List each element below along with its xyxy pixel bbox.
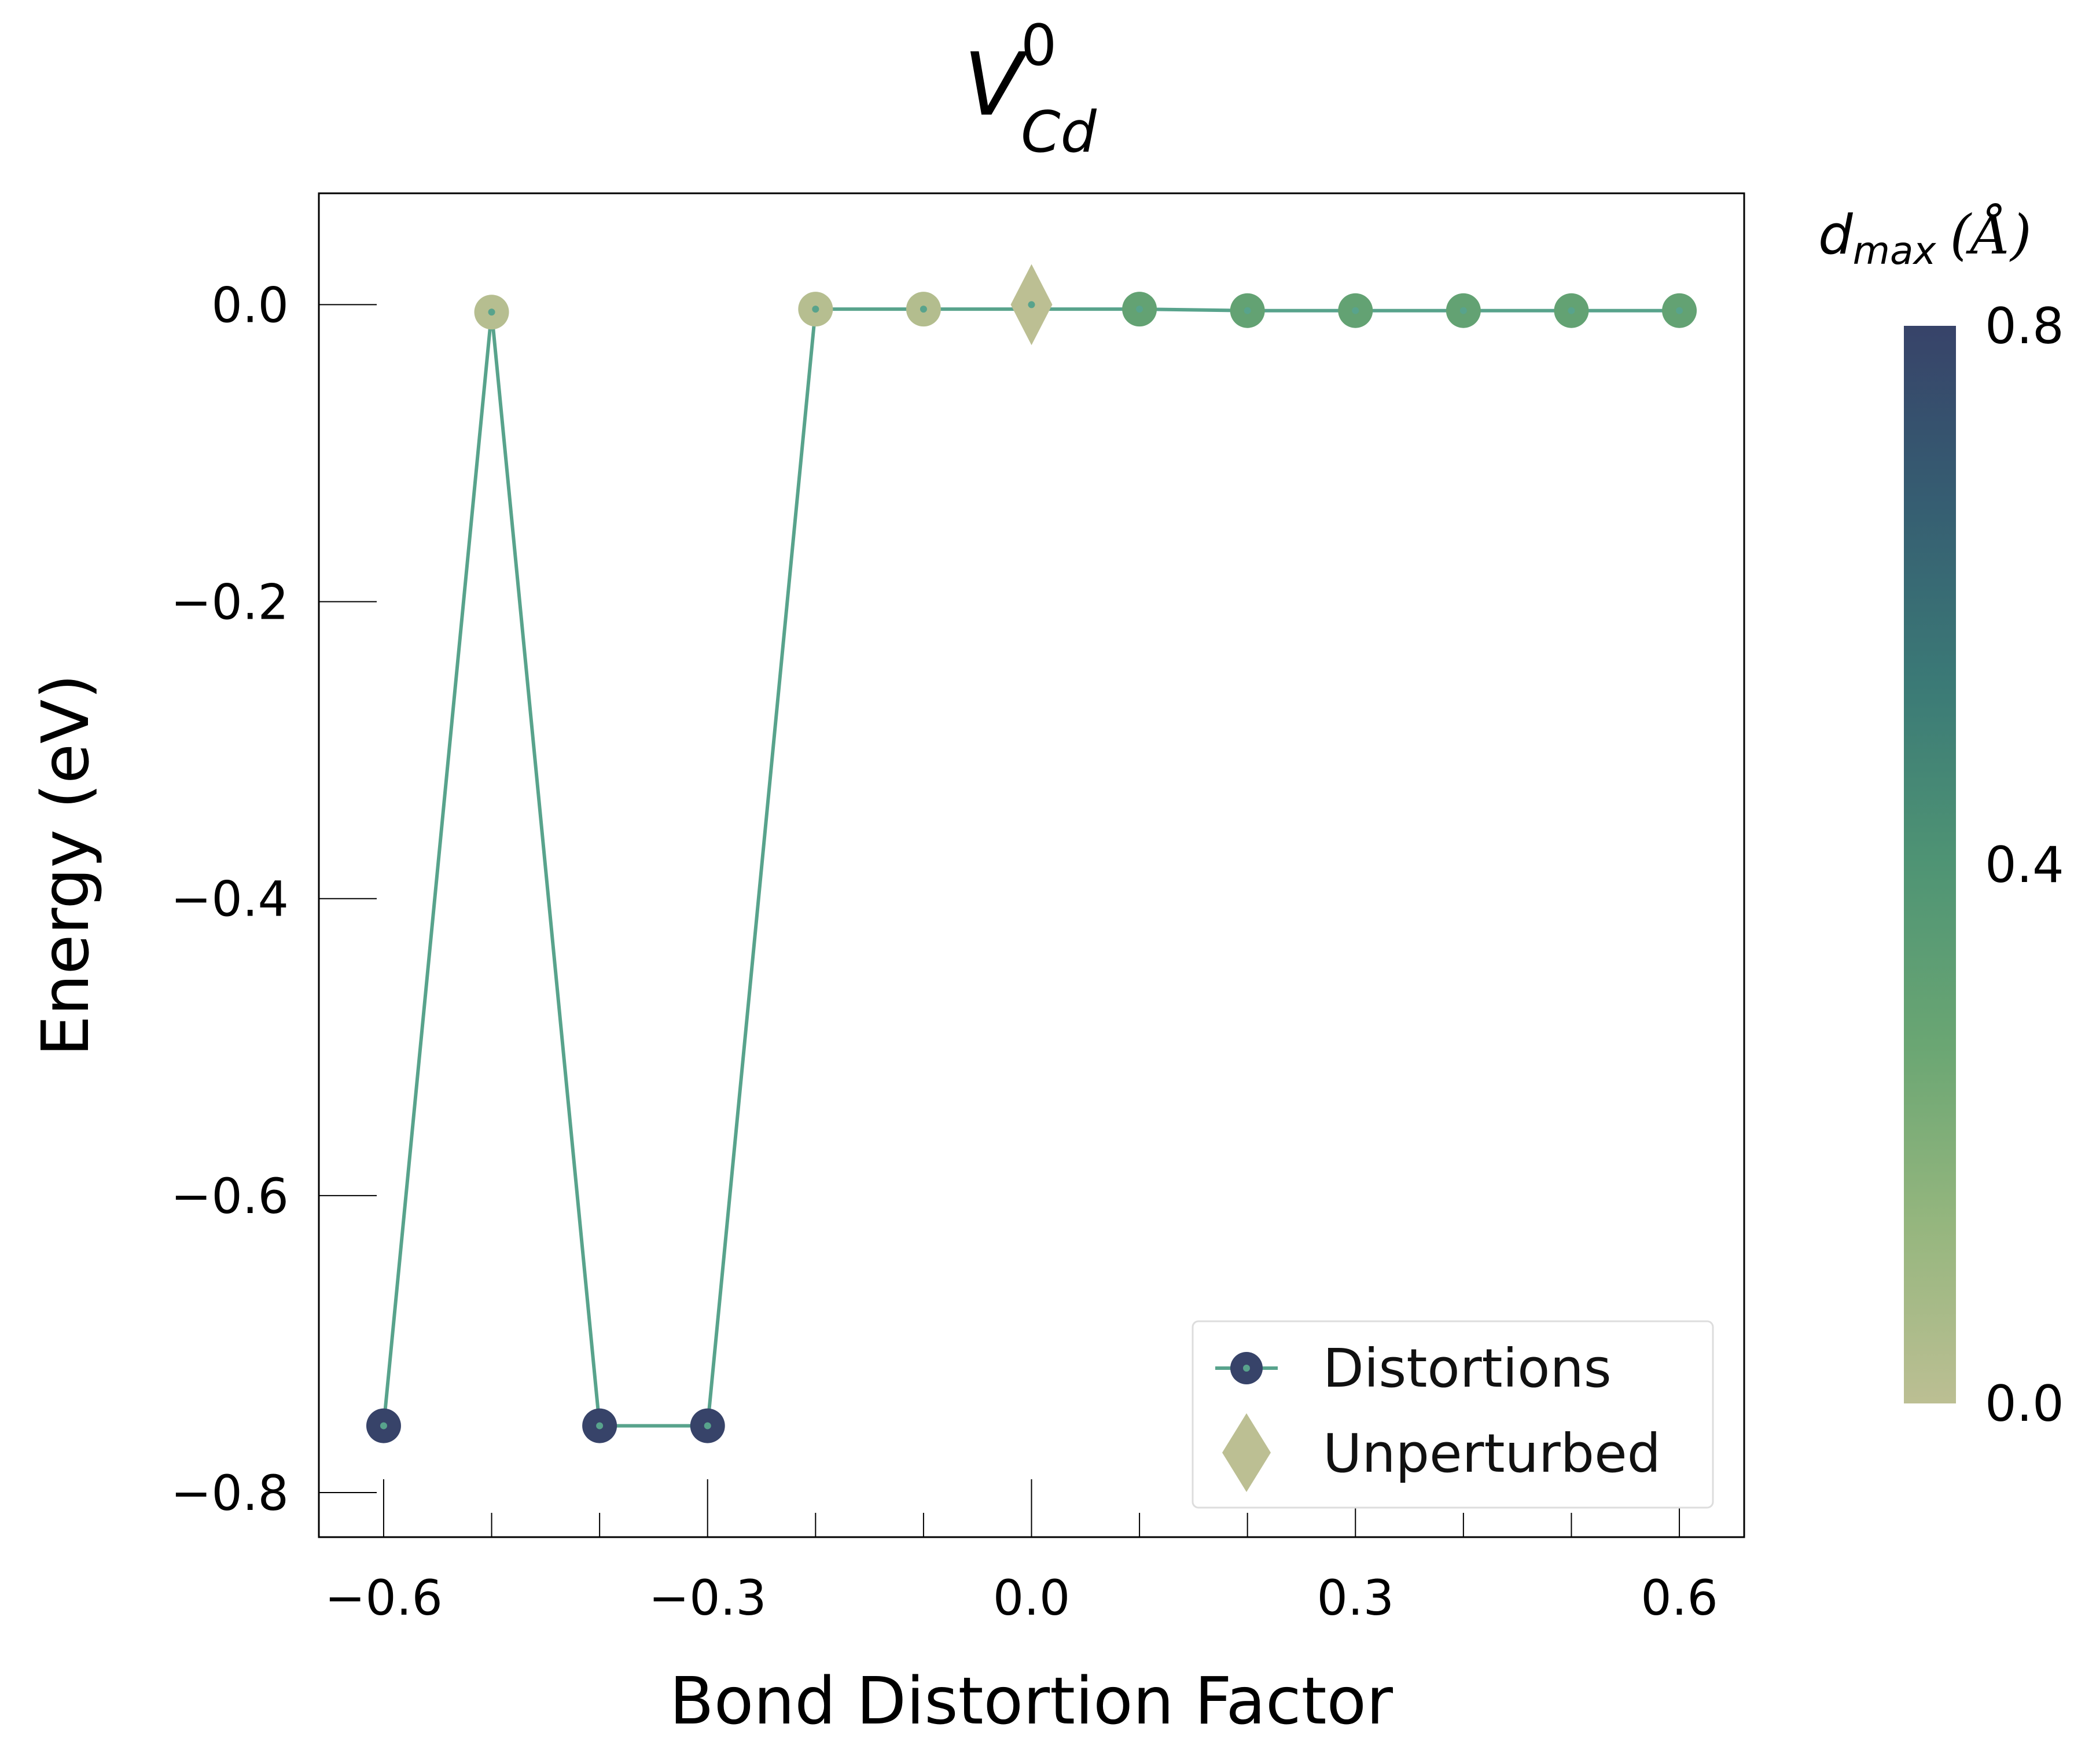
colorbar-label-unit: (Å) (1950, 203, 2031, 267)
y-tick-label: −0.6 (171, 1168, 289, 1225)
colorbar-tick-label: 0.0 (1985, 1375, 2064, 1433)
distortions-line (381, 307, 1680, 1428)
y-tick-label: −0.8 (171, 1465, 289, 1522)
legend: Distortions Unperturbed (1192, 1320, 1714, 1509)
colorbar-label-main: d (1818, 204, 1854, 267)
y-tick-label: −0.4 (171, 871, 289, 928)
y-axis: 0.0 −0.2 −0.4 −0.6 −0.8 (171, 277, 377, 1522)
distortions-points (366, 292, 1697, 1443)
colorbar: dmax (Å) 0.0 0.4 0.8 (1818, 203, 2064, 1433)
distortion-point-dot (704, 1422, 711, 1429)
legend-box (1192, 1320, 1714, 1509)
x-tick-label: 0.6 (1641, 1570, 1718, 1626)
y-axis-label: Energy (eV) (28, 674, 104, 1057)
distortion-point-dot (1459, 307, 1467, 314)
distortion-point-dot (920, 306, 927, 313)
x-tick-label: −0.3 (649, 1570, 767, 1626)
distortion-point-dot (488, 308, 495, 316)
colorbar-gradient (1904, 326, 1956, 1403)
x-axis-label: Bond Distortion Factor (670, 1664, 1393, 1739)
legend-distortions-marker-dot (1243, 1365, 1250, 1372)
unperturbed-points (1010, 264, 1053, 346)
distortion-point-dot (812, 306, 819, 313)
distortion-point-dot (380, 1422, 387, 1429)
distortion-point-dot (596, 1422, 604, 1429)
chart-title-superscript: 0 (1021, 13, 1057, 79)
colorbar-label: dmax (Å) (1818, 203, 2032, 273)
chart-title: V0 Cd (964, 13, 1097, 166)
unperturbed-point-dot (1028, 301, 1035, 308)
legend-unperturbed-marker (1222, 1413, 1271, 1492)
distortion-point-dot (1244, 307, 1251, 314)
distortion-point-dot (1676, 307, 1683, 314)
chart-title-subscript: Cd (1021, 100, 1097, 166)
colorbar-label-sub: max (1853, 229, 1937, 273)
legend-distortions-label: Distortions (1323, 1337, 1612, 1399)
legend-unperturbed-label: Unperturbed (1323, 1423, 1661, 1484)
distortion-point-dot (1352, 307, 1359, 314)
colorbar-tick-label: 0.8 (1985, 297, 2064, 355)
x-tick-label: −0.6 (325, 1570, 443, 1626)
chart-title-base: V (964, 35, 1028, 135)
distortion-point-dot (1568, 307, 1575, 314)
distortion-point-dot (1136, 306, 1143, 313)
y-tick-label: 0.0 (211, 277, 289, 333)
y-tick-label: −0.2 (171, 574, 289, 631)
x-tick-label: 0.0 (993, 1570, 1071, 1626)
colorbar-ticks: 0.0 0.4 0.8 (1985, 297, 2064, 1433)
x-tick-label: 0.3 (1317, 1570, 1394, 1626)
colorbar-tick-label: 0.4 (1985, 836, 2064, 894)
distortions-line-path (381, 307, 1680, 1428)
x-axis: −0.6 −0.3 0.0 0.3 0.6 (325, 1479, 1718, 1626)
